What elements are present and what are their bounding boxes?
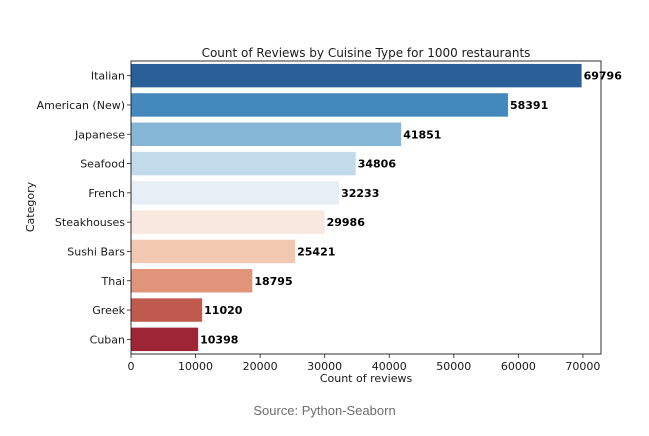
y-tick-label: French (88, 187, 125, 200)
y-axis-label: Category (24, 181, 37, 232)
data-label: 34806 (358, 158, 397, 171)
data-label: 25421 (297, 245, 335, 258)
y-tick-label: Greek (92, 304, 125, 317)
data-label: 29986 (327, 216, 366, 229)
y-tick-label: Sushi Bars (67, 245, 125, 258)
x-tick-label: 60000 (501, 360, 536, 373)
data-label: 18795 (254, 275, 292, 288)
data-label: 41851 (403, 128, 441, 141)
y-tick-label: Steakhouses (55, 216, 125, 229)
bar-steakhouses (131, 210, 325, 234)
x-axis-label: Count of reviews (320, 372, 413, 385)
x-tick-label: 30000 (307, 360, 342, 373)
bar-american-new (131, 93, 508, 117)
data-label: 10398 (200, 333, 238, 346)
x-tick-label: 10000 (178, 360, 213, 373)
x-tick-label: 20000 (243, 360, 278, 373)
source-caption: Source: Python-Seaborn (253, 403, 396, 418)
data-label: 32233 (341, 187, 379, 200)
chart-title: Count of Reviews by Cuisine Type for 100… (202, 46, 531, 60)
x-tick-label: 40000 (372, 360, 407, 373)
y-tick-label: Cuban (90, 333, 125, 346)
y-tick-label: Seafood (80, 158, 125, 171)
y-tick-label: Italian (91, 70, 125, 83)
plot-frame (130, 60, 602, 355)
bar-sushi-bars (131, 239, 296, 264)
y-tick-label: Japanese (74, 128, 125, 141)
bar-greek (131, 298, 203, 322)
data-label: 11020 (204, 304, 243, 317)
bar-cuban (131, 327, 199, 352)
x-tick-label: 0 (128, 360, 135, 373)
y-tick-label: American (New) (37, 99, 125, 112)
y-tick-label: Thai (101, 275, 126, 288)
bar-japanese (131, 122, 402, 146)
bar-seafood (131, 151, 356, 176)
x-tick-label: 50000 (436, 360, 471, 373)
bar-thai (131, 269, 253, 293)
data-label: 58391 (510, 99, 548, 112)
bar-italian (131, 63, 582, 88)
bar-french (131, 181, 340, 205)
data-label: 69796 (584, 70, 623, 83)
x-tick-label: 70000 (565, 360, 600, 373)
bar-chart: Count of Reviews by Cuisine Type for 100… (24, 46, 623, 385)
